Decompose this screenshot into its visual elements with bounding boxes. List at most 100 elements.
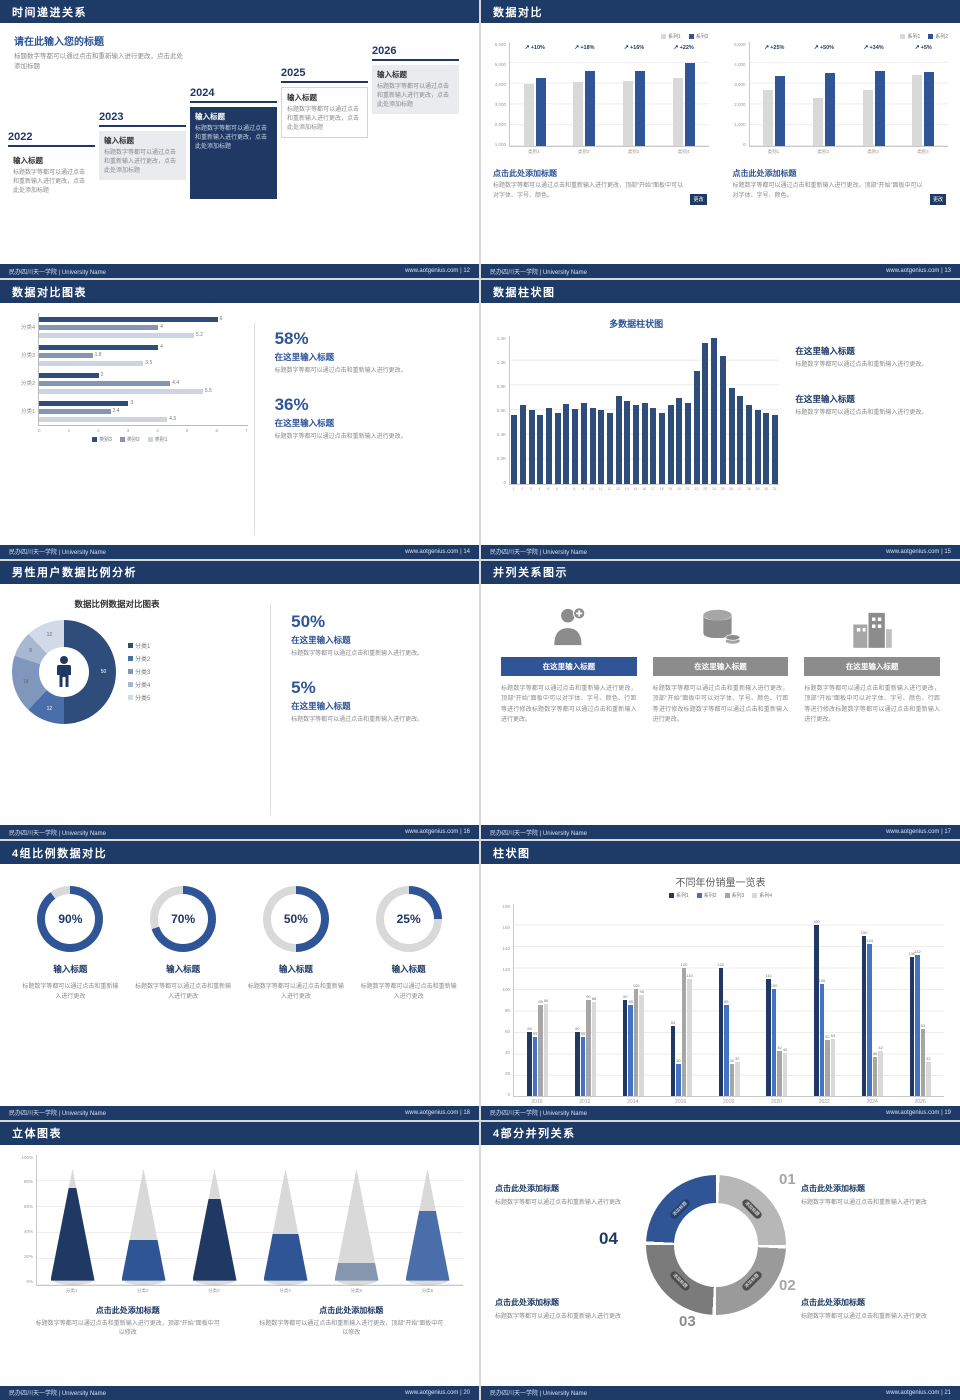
bar — [585, 70, 596, 146]
bar-value: 55 — [580, 1031, 586, 1037]
bar-value: 60 — [575, 1025, 580, 1031]
increase-arrow-icon: ↗ — [623, 45, 629, 51]
bar — [39, 316, 218, 323]
timeline-step-2025: 2025 输入标题 标题数字等都可以通过点击和重新输入进行更改，点击此处添加标题 — [281, 67, 368, 139]
chart-panel: 分类4 6 4 5.2 分类3 4 1.8 3.5 分类2 2 4.4 5.5 分类1 3 2.4 4.3 0… — [12, 313, 248, 544]
cone — [263, 1168, 308, 1285]
slide-14[interactable]: 数据对比图表 分类4 6 4 5.2 分类3 4 1.8 3.5 分类2 2 4.4 5.5 分类1 3 2… — [0, 280, 479, 559]
footer-right: www.aotgenius.com | 14 — [405, 548, 470, 555]
group-change-label: ↗ +5% — [914, 44, 932, 52]
bar-value: 1.8 — [94, 352, 102, 359]
bars — [510, 336, 519, 485]
bar — [624, 400, 631, 485]
step-box: 输入标题 标题数字等都可以通过点击和重新输入进行更改，点击此处添加标题 — [281, 87, 368, 139]
slide-20[interactable]: 立体图表 100% 80% 60% 40% 20% 0% 分类1 分类2 分类3 分类4 分类5 分… — [0, 1121, 479, 1400]
ring-percent: 90% — [58, 912, 83, 927]
caption-block-bottom-left: 点击此处添加标题 标题数字等都可以通过点击和重新输入进行更改 — [495, 1297, 625, 1322]
plot-area: 60 55 85 86 60 55 90 88 90 85 100 95 65 30 120 110 120 85… — [513, 904, 944, 1097]
x-tick: 17 — [650, 487, 655, 492]
bar-value: 85 — [628, 999, 633, 1005]
bars — [571, 336, 580, 485]
bar-line: 2 — [39, 371, 248, 379]
bar-group: ↗ +25% — [750, 42, 800, 146]
legend-item: 系列1 — [900, 33, 920, 40]
step-text: 标题数字等都可以通过点击和重新输入进行更改，点击此处添加标题 — [195, 126, 268, 151]
caption-text: 标题数字等都可以通过点击和重新输入进行更改 — [495, 1199, 622, 1206]
y-axis: 5,000 4,000 3,000 2,000 1,000 0 — [733, 42, 749, 156]
bar — [641, 403, 648, 485]
bar — [623, 80, 634, 146]
item-text: 标题数字等都可以通过点击和重新输入进行更改，顶部“开始”面板中可以对字体、字号、… — [652, 685, 789, 724]
y-axis: 6,000 5,000 4,000 3,000 2,000 1,000 — [493, 42, 509, 156]
legend-swatch — [752, 893, 758, 899]
bar-row: 分类4 6 4 5.2 — [12, 313, 248, 342]
footer-left: 民办四川天一学院 | University Name — [9, 1111, 106, 1118]
chart-legend: 分类1 分类2 分类3 分类4 分类5 — [128, 641, 150, 702]
slide-content: 100% 80% 60% 40% 20% 0% 分类1 分类2 分类3 分类4 分类5 分类6 点击… — [0, 1145, 479, 1386]
slide-12[interactable]: 时间递进关系 请在此输入您的标题 标题数字等都可以通过点击和重新输入进行更改，点… — [0, 0, 479, 279]
slide-17[interactable]: 并列关系图示 在这里输入标题 标题数字等都可以通过点击和重新输入进行更改，顶部“… — [481, 560, 960, 840]
bar-row: 分类3 4 1.8 3.5 — [12, 341, 248, 370]
segment-number-02: 02 — [779, 1276, 796, 1294]
slide-footer: 民办四川天一学院 | University Name www.aotgenius… — [481, 544, 960, 559]
x-axis-labels: 分类1 分类2 分类3 分类4 分类5 分类6 — [36, 1286, 463, 1295]
x-tick: 22 — [694, 487, 699, 492]
progress-ring: 90% — [37, 886, 104, 953]
bar-group — [519, 336, 528, 485]
step-text: 标题数字等都可以通过点击和重新输入进行更改，点击此处添加标题 — [287, 107, 360, 132]
y-tick: 0 — [503, 480, 506, 486]
bar — [554, 412, 561, 485]
parallel-item-3: 在这里输入标题 标题数字等都可以通过点击和重新输入进行更改，顶部“开始”面板中可… — [804, 600, 941, 825]
x-tick: 类别4 — [917, 149, 929, 154]
ratio-item-1: 90% 输入标题 标题数字等都可以通过点击和重新输入进行更改 — [20, 886, 120, 1105]
slide-21[interactable]: 4部分并列关系 点击此处添加标题 标题数字等都可以通过点击和重新输入进行更改 点… — [481, 1121, 960, 1400]
slide-16[interactable]: 男性用户数据比例分析 数据比例数据对比图表 50 12 18 8 12 分类1 分类2 … — [0, 560, 479, 840]
legend-label: 系列1 — [907, 34, 921, 40]
slide-18[interactable]: 4组比例数据对比 90% 输入标题 标题数字等都可以通过点击和重新输入进行更改 … — [0, 841, 479, 1120]
stat-title: 在这里输入标题 — [274, 352, 335, 363]
caption-text: 标题数字等都可以通过点击和重新输入进行更改 — [495, 1313, 622, 1320]
y-tick: 2,000 — [494, 122, 506, 127]
step-divider — [99, 125, 186, 127]
cone-fill — [192, 1199, 237, 1281]
timeline-step-2022: 2022 输入标题 标题数字等都可以通过点击和重新输入进行更改，点击此处添加标题 — [8, 131, 95, 200]
plot-wrap: 1 2 3 4 5 6 7 8 9 10 11 12 13 14 15 16 17 18 19 20 21 22 23 24 2… — [509, 336, 780, 494]
bar — [39, 400, 129, 407]
slide-15[interactable]: 数据柱状图 多数据柱状图 1.2K 1.0K 0.8K 0.6K 0.4K 0.2K 0 1… — [481, 280, 960, 559]
cone — [50, 1168, 95, 1285]
y-tick: 1,000 — [734, 122, 746, 127]
x-tick: 分类4 — [279, 1287, 291, 1293]
x-tick: 分类2 — [137, 1287, 149, 1293]
stats-panel: 在这里输入标题 标题数字等都可以通过点击和重新输入进行更改。 在这里输入标题 标… — [779, 311, 948, 544]
ring-percent: 25% — [396, 912, 421, 927]
slide-13[interactable]: 数据对比 系列1 系列2 6,000 5,000 4,000 3,000 2,000 1,… — [481, 0, 960, 279]
bar: 143 — [866, 938, 873, 1096]
item-text: 标题数字等都可以通过点击和重新输入进行更改 — [22, 984, 119, 1001]
intro-text: 标题数字等都可以通过点击和重新输入进行更改，点击此处添加标题 — [14, 53, 183, 71]
plot-area — [509, 336, 780, 486]
x-tick: 类别1 — [767, 149, 780, 154]
segment-number-04: 04 — [599, 1228, 618, 1248]
bars — [609, 53, 659, 146]
bars — [750, 53, 800, 146]
bar — [650, 407, 657, 485]
caption-block: 点击此处添加标题 标题数字等都可以通过点击和重新输入进行更改，顶部“开始”面板中… — [257, 1305, 445, 1340]
item-title: 输入标题 — [391, 964, 426, 975]
chart-panel-right: 系列1 系列2 5,000 4,000 3,000 2,000 1,000 0 ↗ +25%… — [721, 23, 960, 264]
x-tick: 25 — [720, 487, 725, 492]
caption-title: 点击此处添加标题 — [495, 1183, 559, 1193]
segment-value: 50 — [100, 668, 107, 675]
slide-footer: 民办四川天一学院 | University Name www.aotgenius… — [0, 544, 479, 559]
bar-group: ↗ +16% — [609, 42, 659, 146]
cone — [192, 1168, 237, 1285]
x-tick: 24 — [711, 487, 716, 492]
item-title: 在这里输入标题 — [804, 656, 941, 676]
caption-text: 标题数字等都可以通过点击和重新输入进行更改，顶部“开始”面板中可以修改 — [35, 1320, 220, 1337]
bar-value: 36 — [872, 1051, 878, 1057]
caption-title: 点击此处添加标题 — [319, 1305, 384, 1315]
bar — [667, 405, 674, 485]
slide-19[interactable]: 柱状图 不同年份销量一览表 系列1 系列2 系列3 系列4 180 160 140 1… — [481, 841, 960, 1120]
bar — [589, 407, 596, 485]
x-tick: 2014 — [627, 1098, 639, 1105]
